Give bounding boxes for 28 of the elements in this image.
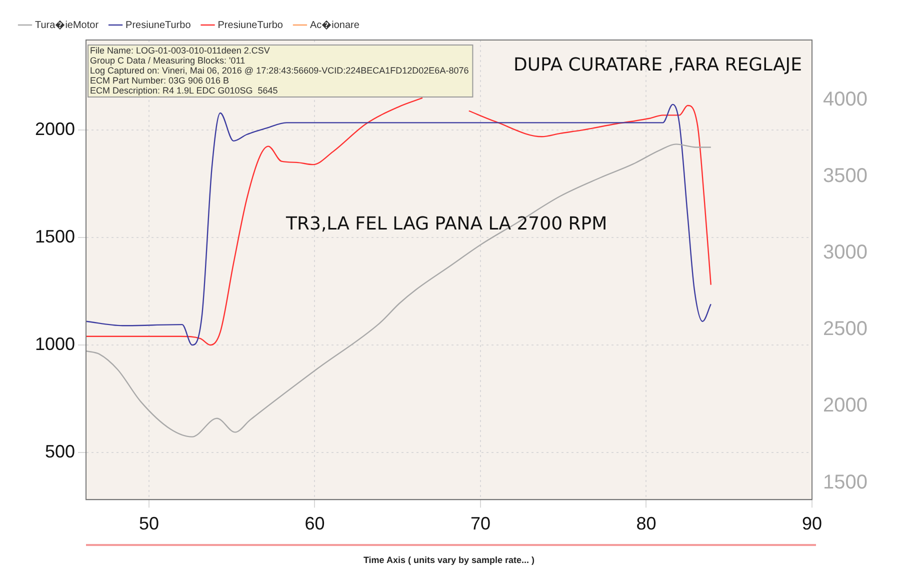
x-tick-label: 60 xyxy=(304,513,325,534)
y2-tick-label: 1500 xyxy=(823,471,868,494)
line-series xyxy=(86,144,712,438)
y-tick-label: 1000 xyxy=(34,334,75,354)
y-tick-label: 500 xyxy=(44,441,75,462)
x-tick-label: 80 xyxy=(636,513,656,534)
y-tick-label: 2000 xyxy=(34,119,75,140)
annotation: Log Captured on: Vineri, Mai 06, 2016 @ 17:28:43:56609-VCID:224BECA1FD12D02E6A-8076 xyxy=(90,65,469,76)
x-tick-label: 70 xyxy=(470,513,491,534)
y2-tick-label: 3500 xyxy=(823,164,868,187)
annotation: ECM Part Number: 03G 906 016 B xyxy=(90,75,230,86)
legend-label: PresiuneTurbo xyxy=(218,20,284,31)
y2-tick-label: 3000 xyxy=(823,241,868,264)
annotation: File Name: LOG-01-003-010-011deen 2.CSV xyxy=(90,45,270,56)
y-tick-label: 1500 xyxy=(34,226,75,247)
annotation: ECM Description: R4 1.9L EDC G010SG 5645 xyxy=(90,85,278,96)
annotation: DUPA CURATARE ,FARA REGLAJE xyxy=(513,54,802,76)
legend-label: Ac�ionare xyxy=(310,20,360,31)
x-tick-label: 90 xyxy=(802,513,822,534)
y2-tick-label: 2500 xyxy=(823,318,868,340)
annotation: TR3,LA FEL LAG PANA LA 2700 RPM xyxy=(285,214,608,235)
annotation: Group C Data / Measuring Blocks: '011 xyxy=(90,55,246,66)
x-tick-label: 50 xyxy=(138,513,159,534)
y2-tick-label: 2000 xyxy=(823,394,868,417)
y2-tick-label: 4000 xyxy=(823,88,868,110)
x-axis-title: Time Axis ( units vary by sample rate... ) xyxy=(363,555,535,566)
legend-label: PresiuneTurbo xyxy=(126,20,192,31)
legend-label: Tura�ieMotor xyxy=(35,20,100,31)
